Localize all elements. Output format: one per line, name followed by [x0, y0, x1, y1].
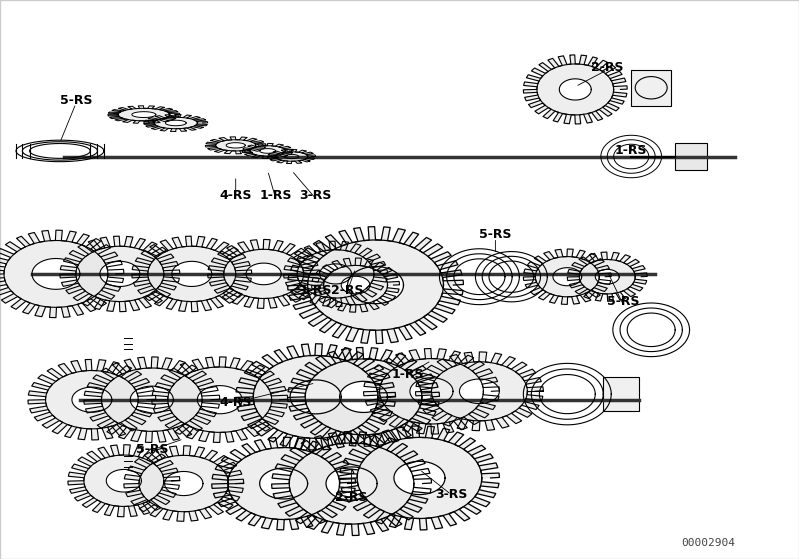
Polygon shape — [165, 471, 203, 496]
Polygon shape — [242, 144, 293, 158]
Polygon shape — [260, 149, 276, 153]
Polygon shape — [208, 239, 320, 309]
Polygon shape — [68, 445, 180, 517]
Text: 1-RS: 1-RS — [615, 144, 647, 158]
Polygon shape — [288, 348, 439, 446]
Polygon shape — [72, 387, 112, 413]
Polygon shape — [272, 432, 431, 536]
Polygon shape — [348, 267, 403, 304]
Polygon shape — [144, 115, 208, 131]
Text: 5-RS: 5-RS — [479, 228, 511, 241]
Text: 5-RS: 5-RS — [136, 443, 168, 457]
Polygon shape — [152, 357, 288, 443]
Polygon shape — [340, 381, 388, 413]
Bar — [631, 70, 671, 106]
Polygon shape — [595, 269, 619, 284]
Text: 1-RS: 1-RS — [392, 368, 423, 381]
Text: 1-RS: 1-RS — [300, 284, 332, 297]
Polygon shape — [60, 236, 180, 312]
Polygon shape — [226, 143, 245, 148]
Polygon shape — [553, 268, 582, 286]
Polygon shape — [106, 470, 141, 492]
Text: 2-RS: 2-RS — [591, 60, 623, 74]
Polygon shape — [212, 437, 356, 530]
Polygon shape — [197, 386, 242, 414]
Text: 3-RS: 3-RS — [300, 189, 332, 202]
Polygon shape — [326, 467, 377, 500]
Polygon shape — [364, 349, 499, 434]
Text: 5-RS: 5-RS — [60, 94, 92, 107]
Text: 2-RS: 2-RS — [336, 491, 368, 504]
Polygon shape — [130, 386, 173, 413]
Bar — [603, 377, 639, 411]
Text: 00002904: 00002904 — [681, 538, 735, 548]
Polygon shape — [32, 258, 80, 290]
Polygon shape — [236, 344, 396, 450]
Text: 1-RS: 1-RS — [260, 189, 292, 202]
Polygon shape — [320, 264, 352, 284]
Text: 2-RS: 2-RS — [332, 284, 364, 297]
Polygon shape — [410, 378, 453, 405]
Polygon shape — [100, 262, 140, 286]
Polygon shape — [165, 120, 186, 126]
Polygon shape — [268, 149, 316, 164]
Polygon shape — [559, 79, 591, 100]
Polygon shape — [290, 380, 341, 414]
Polygon shape — [284, 241, 388, 306]
Polygon shape — [523, 55, 627, 124]
Polygon shape — [415, 352, 543, 430]
Polygon shape — [459, 379, 499, 404]
Polygon shape — [394, 461, 445, 495]
Polygon shape — [172, 262, 212, 286]
Polygon shape — [205, 137, 266, 154]
Polygon shape — [288, 227, 463, 343]
Polygon shape — [84, 357, 220, 443]
Polygon shape — [108, 106, 180, 124]
Bar — [675, 143, 707, 170]
Text: 5-RS: 5-RS — [607, 295, 639, 309]
Text: 4-RS: 4-RS — [220, 396, 252, 409]
Polygon shape — [341, 276, 370, 294]
Polygon shape — [260, 468, 308, 499]
Polygon shape — [567, 252, 647, 301]
Polygon shape — [28, 359, 156, 440]
Polygon shape — [284, 154, 299, 159]
Polygon shape — [340, 426, 499, 530]
Polygon shape — [124, 446, 244, 521]
Polygon shape — [0, 230, 124, 318]
Polygon shape — [523, 249, 611, 304]
Polygon shape — [132, 112, 156, 117]
Text: 4-RS: 4-RS — [220, 189, 252, 202]
Polygon shape — [312, 258, 400, 312]
Polygon shape — [132, 236, 252, 312]
Polygon shape — [246, 263, 281, 285]
Text: 3-RS: 3-RS — [435, 488, 467, 501]
